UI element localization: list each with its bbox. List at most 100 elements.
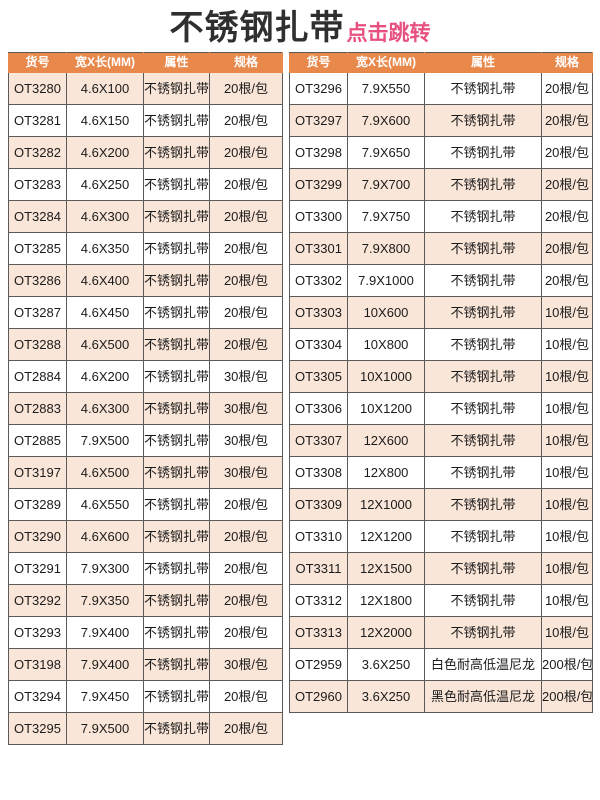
- cell-spec: 20根/包: [209, 520, 283, 553]
- cell-spec: 20根/包: [209, 232, 283, 265]
- left-table-header: 货号 宽X长(MM) 属性 规格: [8, 52, 283, 73]
- cell-item-code: OT3304: [289, 328, 348, 361]
- table-row[interactable]: OT3283 4.6X250 不锈钢扎带 20根/包: [8, 168, 283, 201]
- table-row[interactable]: OT2960 3.6X250 黑色耐高低温尼龙 200根/包: [289, 680, 593, 713]
- cell-dimensions: 7.9X450: [66, 680, 144, 713]
- table-row[interactable]: OT2885 7.9X500 不锈钢扎带 30根/包: [8, 424, 283, 457]
- cell-dimensions: 4.6X200: [66, 360, 144, 393]
- table-row[interactable]: OT3284 4.6X300 不锈钢扎带 20根/包: [8, 200, 283, 233]
- cell-spec: 20根/包: [209, 72, 283, 105]
- cell-item-code: OT3305: [289, 360, 348, 393]
- cell-item-code: OT3312: [289, 584, 348, 617]
- cell-attribute: 不锈钢扎带: [143, 360, 210, 393]
- table-row[interactable]: OT3281 4.6X150 不锈钢扎带 20根/包: [8, 104, 283, 137]
- table-row[interactable]: OT3307 12X600 不锈钢扎带 10根/包: [289, 424, 593, 457]
- cell-attribute: 不锈钢扎带: [424, 584, 542, 617]
- jump-link-label[interactable]: 点击跳转: [346, 21, 431, 45]
- cell-attribute: 不锈钢扎带: [143, 456, 210, 489]
- table-row[interactable]: OT3299 7.9X700 不锈钢扎带 20根/包: [289, 168, 593, 201]
- table-row[interactable]: OT3287 4.6X450 不锈钢扎带 20根/包: [8, 296, 283, 329]
- cell-attribute: 不锈钢扎带: [424, 264, 542, 297]
- table-row[interactable]: OT3296 7.9X550 不锈钢扎带 20根/包: [289, 72, 593, 105]
- table-row[interactable]: OT3298 7.9X650 不锈钢扎带 20根/包: [289, 136, 593, 169]
- table-row[interactable]: OT3312 12X1800 不锈钢扎带 10根/包: [289, 584, 593, 617]
- table-row[interactable]: OT3313 12X2000 不锈钢扎带 10根/包: [289, 616, 593, 649]
- cell-item-code: OT3289: [8, 488, 67, 521]
- right-table-body: OT3296 7.9X550 不锈钢扎带 20根/包 OT3297 7.9X600 不锈钢扎…: [289, 72, 593, 713]
- cell-item-code: OT2960: [289, 680, 348, 713]
- table-row[interactable]: OT3304 10X800 不锈钢扎带 10根/包: [289, 328, 593, 361]
- cell-item-code: OT3306: [289, 392, 348, 425]
- table-row[interactable]: OT3198 7.9X400 不锈钢扎带 30根/包: [8, 648, 283, 681]
- table-row[interactable]: OT3291 7.9X300 不锈钢扎带 20根/包: [8, 552, 283, 585]
- cell-dimensions: 10X1200: [347, 392, 425, 425]
- cell-dimensions: 12X1800: [347, 584, 425, 617]
- cell-attribute: 不锈钢扎带: [424, 168, 542, 201]
- cell-dimensions: 7.9X350: [66, 584, 144, 617]
- table-row[interactable]: OT3282 4.6X200 不锈钢扎带 20根/包: [8, 136, 283, 169]
- cell-dimensions: 10X1000: [347, 360, 425, 393]
- table-row[interactable]: OT3309 12X1000 不锈钢扎带 10根/包: [289, 488, 593, 521]
- table-row[interactable]: OT3297 7.9X600 不锈钢扎带 20根/包: [289, 104, 593, 137]
- cell-attribute: 不锈钢扎带: [143, 584, 210, 617]
- cell-item-code: OT3288: [8, 328, 67, 361]
- table-row[interactable]: OT3308 12X800 不锈钢扎带 10根/包: [289, 456, 593, 489]
- left-spec-table: 货号 宽X长(MM) 属性 规格 OT3280 4.6X100 不锈钢扎带 20根/包…: [8, 52, 283, 745]
- cell-spec: 20根/包: [209, 168, 283, 201]
- table-row[interactable]: OT3295 7.9X500 不锈钢扎带 20根/包: [8, 712, 283, 745]
- cell-dimensions: 12X1200: [347, 520, 425, 553]
- cell-dimensions: 7.9X300: [66, 552, 144, 585]
- cell-spec: 10根/包: [541, 456, 593, 489]
- cell-spec: 20根/包: [209, 552, 283, 585]
- table-row[interactable]: OT3294 7.9X450 不锈钢扎带 20根/包: [8, 680, 283, 713]
- cell-dimensions: 4.6X250: [66, 168, 144, 201]
- cell-item-code: OT3311: [289, 552, 348, 585]
- cell-item-code: OT3300: [289, 200, 348, 233]
- table-row[interactable]: OT3293 7.9X400 不锈钢扎带 20根/包: [8, 616, 283, 649]
- cell-item-code: OT3299: [289, 168, 348, 201]
- cell-item-code: OT3292: [8, 584, 67, 617]
- table-row[interactable]: OT3289 4.6X550 不锈钢扎带 20根/包: [8, 488, 283, 521]
- cell-dimensions: 7.9X600: [347, 104, 425, 137]
- cell-dimensions: 4.6X450: [66, 296, 144, 329]
- table-row[interactable]: OT3286 4.6X400 不锈钢扎带 20根/包: [8, 264, 283, 297]
- cell-spec: 10根/包: [541, 424, 593, 457]
- cell-item-code: OT3308: [289, 456, 348, 489]
- cell-spec: 30根/包: [209, 648, 283, 681]
- table-row[interactable]: OT3292 7.9X350 不锈钢扎带 20根/包: [8, 584, 283, 617]
- cell-dimensions: 4.6X400: [66, 264, 144, 297]
- cell-spec: 20根/包: [209, 296, 283, 329]
- cell-attribute: 不锈钢扎带: [143, 392, 210, 425]
- table-row[interactable]: OT3300 7.9X750 不锈钢扎带 20根/包: [289, 200, 593, 233]
- header-row: 货号 宽X长(MM) 属性 规格: [8, 52, 283, 73]
- cell-item-code: OT3294: [8, 680, 67, 713]
- cell-dimensions: 12X1000: [347, 488, 425, 521]
- table-row[interactable]: OT2959 3.6X250 白色耐高低温尼龙 200根/包: [289, 648, 593, 681]
- table-row[interactable]: OT3285 4.6X350 不锈钢扎带 20根/包: [8, 232, 283, 265]
- table-row[interactable]: OT2883 4.6X300 不锈钢扎带 30根/包: [8, 392, 283, 425]
- cell-spec: 20根/包: [209, 712, 283, 745]
- table-row[interactable]: OT3290 4.6X600 不锈钢扎带 20根/包: [8, 520, 283, 553]
- table-row[interactable]: OT3280 4.6X100 不锈钢扎带 20根/包: [8, 72, 283, 105]
- table-row[interactable]: OT3301 7.9X800 不锈钢扎带 20根/包: [289, 232, 593, 265]
- column-header-item-code: 货号: [289, 52, 348, 73]
- cell-item-code: OT2885: [8, 424, 67, 457]
- table-row[interactable]: OT3311 12X1500 不锈钢扎带 10根/包: [289, 552, 593, 585]
- table-row[interactable]: OT3303 10X600 不锈钢扎带 10根/包: [289, 296, 593, 329]
- cell-spec: 20根/包: [209, 584, 283, 617]
- table-row[interactable]: OT3197 4.6X500 不锈钢扎带 30根/包: [8, 456, 283, 489]
- table-row[interactable]: OT3288 4.6X500 不锈钢扎带 20根/包: [8, 328, 283, 361]
- table-row[interactable]: OT3302 7.9X1000 不锈钢扎带 20根/包: [289, 264, 593, 297]
- table-row[interactable]: OT2884 4.6X200 不锈钢扎带 30根/包: [8, 360, 283, 393]
- table-row[interactable]: OT3310 12X1200 不锈钢扎带 10根/包: [289, 520, 593, 553]
- cell-dimensions: 4.6X600: [66, 520, 144, 553]
- cell-spec: 20根/包: [541, 104, 593, 137]
- cell-dimensions: 7.9X500: [66, 712, 144, 745]
- cell-dimensions: 3.6X250: [347, 648, 425, 681]
- cell-spec: 10根/包: [541, 520, 593, 553]
- cell-item-code: OT3286: [8, 264, 67, 297]
- table-row[interactable]: OT3306 10X1200 不锈钢扎带 10根/包: [289, 392, 593, 425]
- table-row[interactable]: OT3305 10X1000 不锈钢扎带 10根/包: [289, 360, 593, 393]
- column-header-attribute: 属性: [143, 52, 210, 73]
- cell-attribute: 不锈钢扎带: [424, 328, 542, 361]
